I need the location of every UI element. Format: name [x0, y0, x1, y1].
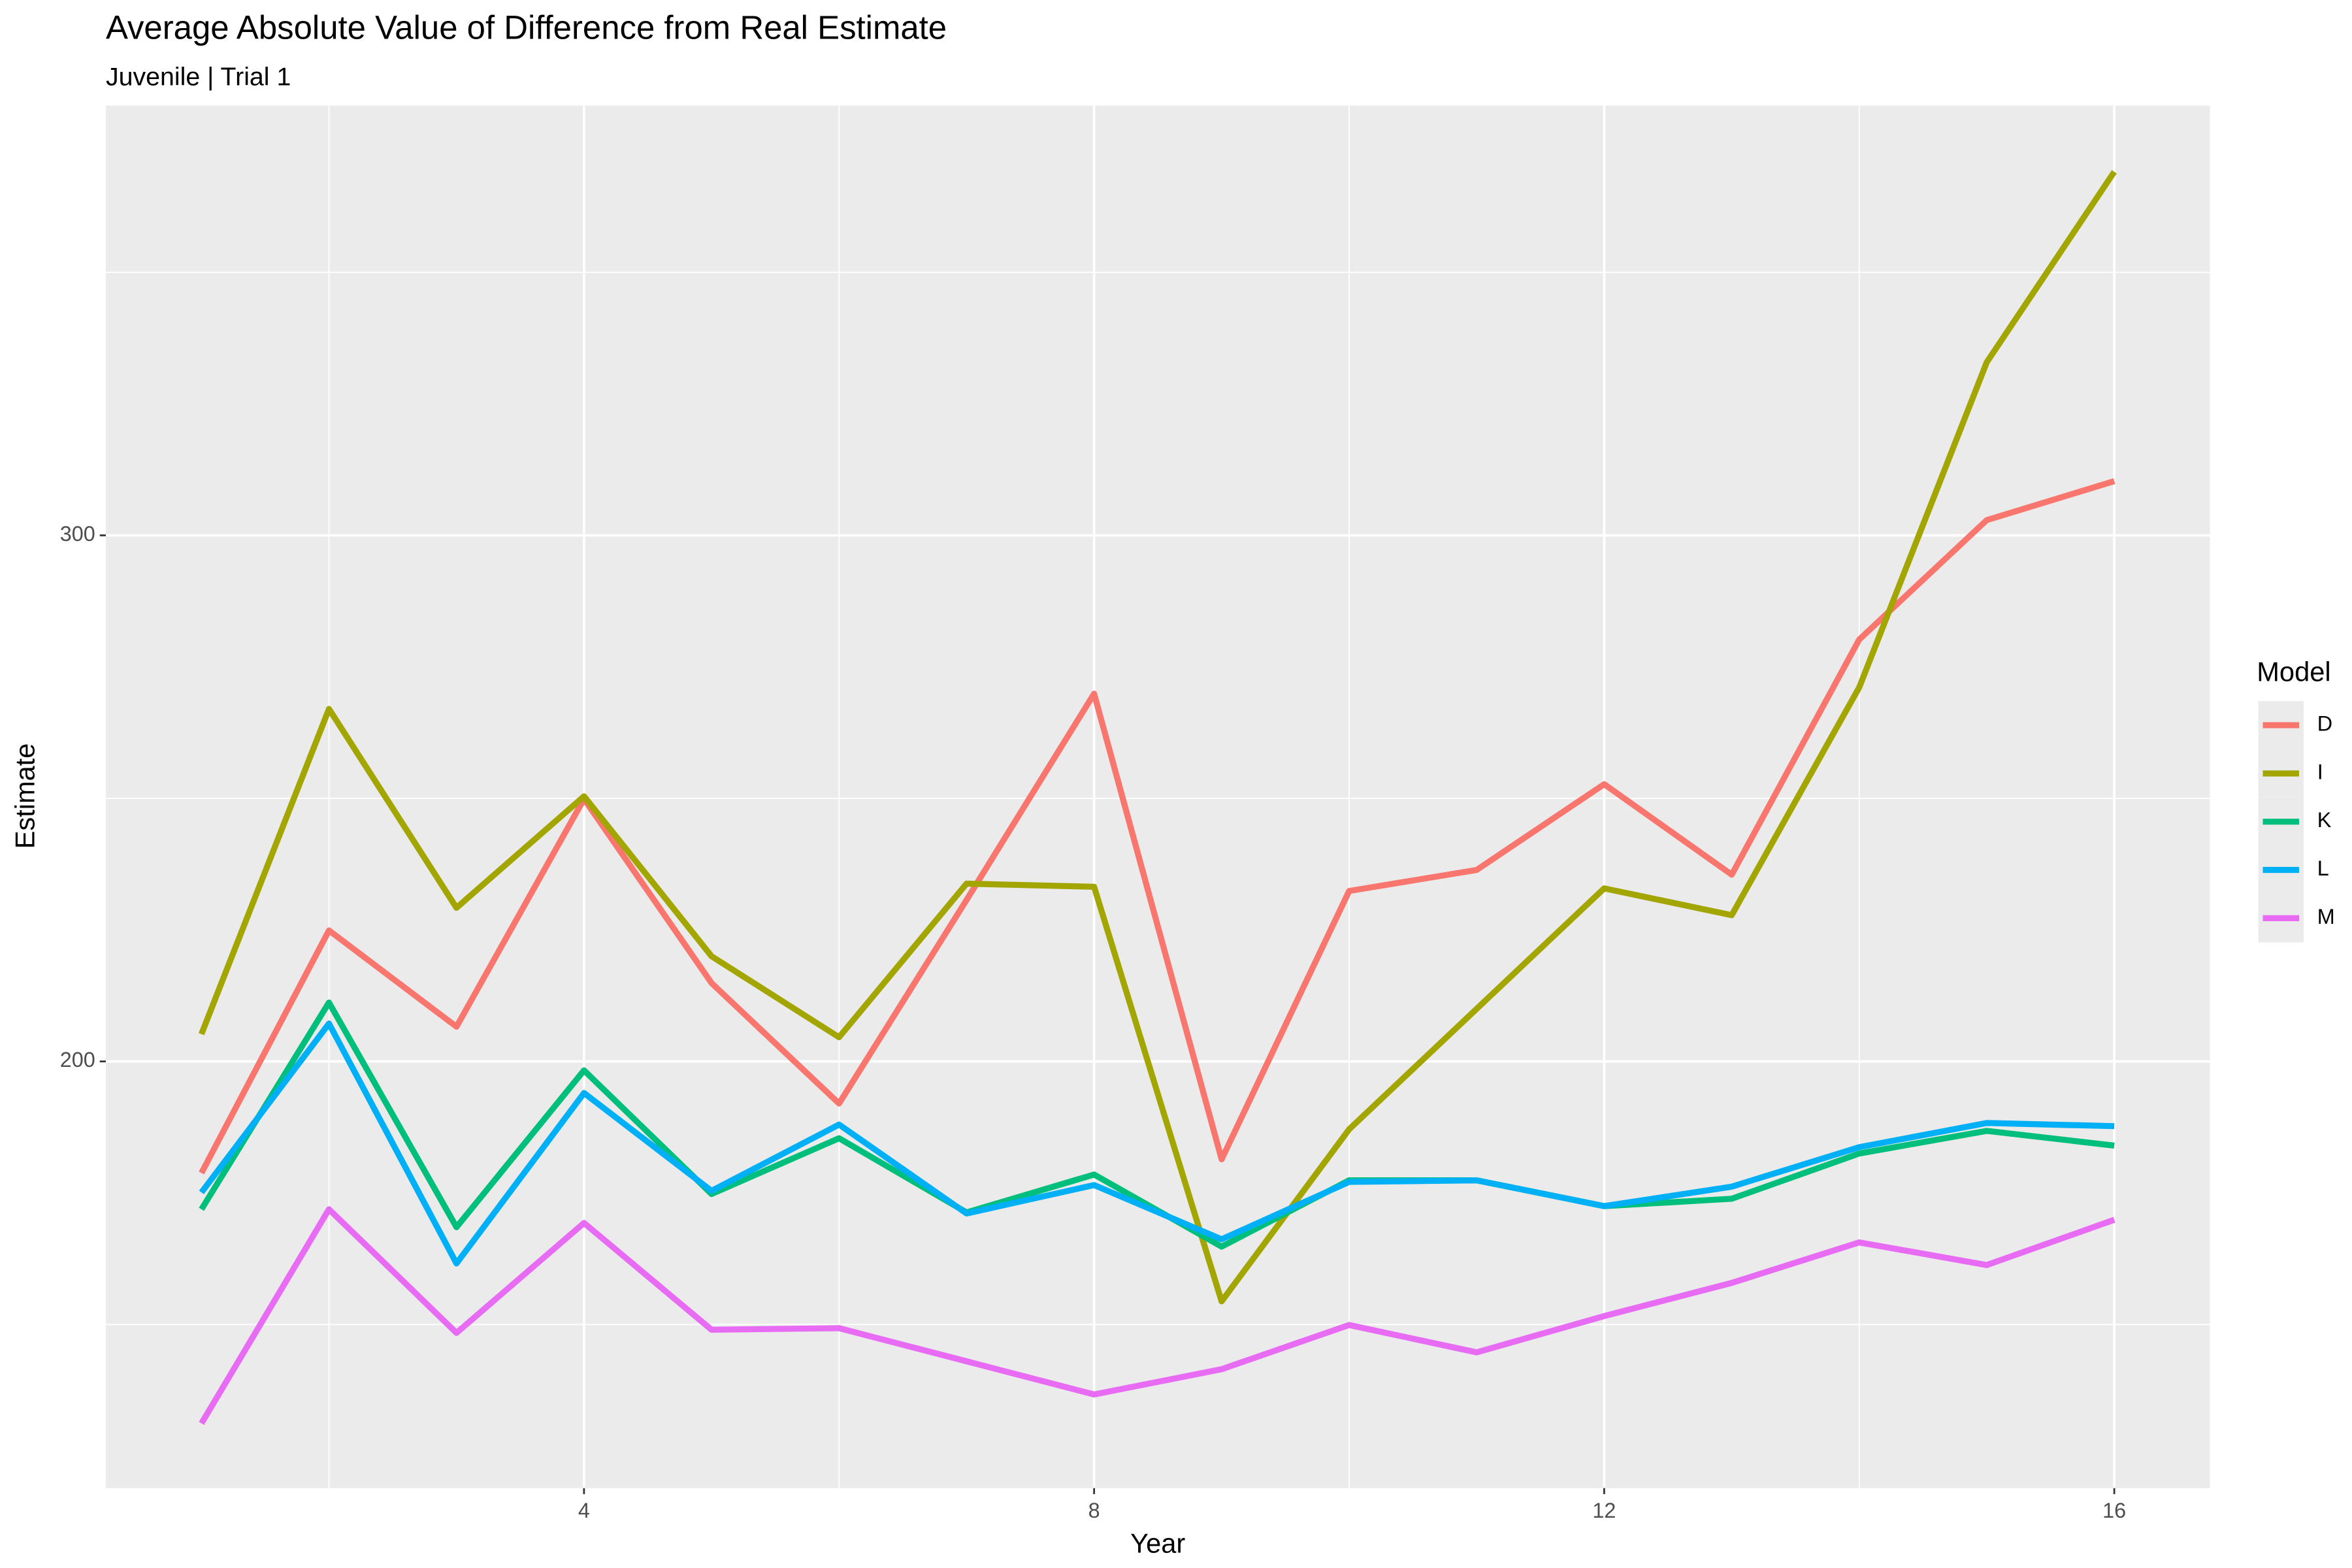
legend-label: D — [2317, 712, 2332, 736]
y-axis-label: Estimate — [10, 743, 41, 849]
legend-label: K — [2317, 808, 2332, 832]
lines — [199, 170, 2117, 1426]
legend: Model D I K L M — [2257, 657, 2335, 943]
panel — [105, 105, 2210, 1488]
legend-label: L — [2317, 857, 2329, 880]
legend-label: M — [2317, 905, 2335, 928]
legend-label: I — [2317, 760, 2323, 783]
series-line — [199, 478, 2115, 1175]
chart-subtitle: Juvenile | Trial 1 — [106, 62, 291, 91]
x-tick-label: 12 — [1592, 1499, 1616, 1522]
x-axis-label: Year — [1130, 1527, 1185, 1558]
series-line — [199, 1206, 2115, 1426]
legend-title: Model — [2257, 657, 2330, 687]
y-tick-label: 300 — [60, 522, 95, 546]
grid — [105, 105, 2210, 1488]
x-tick-label: 4 — [578, 1499, 590, 1522]
y-tick-label: 200 — [60, 1048, 95, 1071]
x-tick-label: 8 — [1088, 1499, 1100, 1522]
series-line — [199, 170, 2117, 1305]
x-tick-label: 16 — [2102, 1499, 2126, 1522]
series-line — [199, 1021, 2115, 1267]
chart-title: Average Absolute Value of Difference fro… — [106, 9, 947, 46]
